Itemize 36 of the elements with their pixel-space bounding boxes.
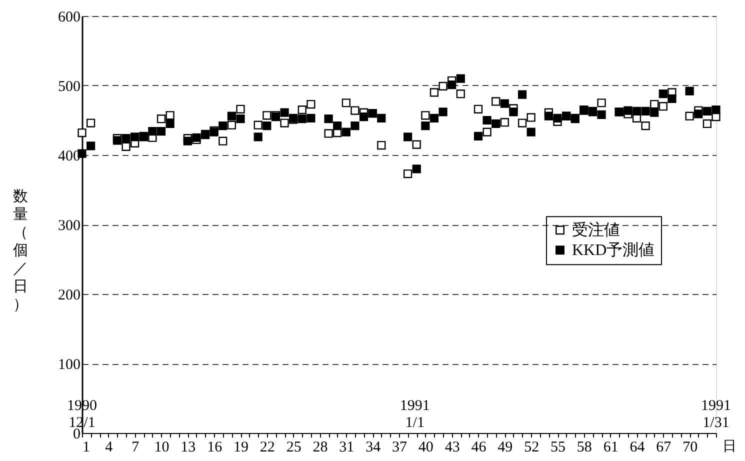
x-tick-label: 52 [524, 440, 540, 456]
x-tick-label: 25 [286, 440, 302, 456]
x-tick-label: 16 [207, 440, 223, 456]
x-tick-label: 22 [260, 440, 275, 456]
x-tick-label: 28 [312, 440, 328, 456]
y-tick-label: 500 [58, 79, 80, 95]
x-tick-label: 43 [444, 440, 460, 456]
x-tick-label: 4 [105, 440, 114, 456]
x-tick-label: 67 [656, 440, 672, 456]
y-tick-label: 0 [73, 426, 80, 442]
x-tick-label: 31 [339, 440, 354, 456]
annotation: 1991 1/31 [701, 398, 731, 431]
legend-label: KKD予測値 [572, 241, 655, 260]
x-tick-label: 55 [550, 440, 566, 456]
x-tick-label: 34 [366, 440, 382, 456]
y-tick-label: 600 [58, 10, 80, 26]
annotation: 1991 1/1 [400, 398, 430, 431]
x-axis-title: 日 [722, 440, 736, 454]
y-tick-label: 100 [58, 357, 80, 373]
x-tick-label: 7 [132, 440, 140, 456]
x-tick-label: 10 [154, 440, 170, 456]
x-tick-label: 40 [418, 440, 434, 456]
legend-label: 受注値 [572, 221, 620, 240]
x-tick-label: 19 [234, 440, 248, 456]
x-tick-label: 70 [682, 440, 698, 456]
y-axis-title: 数量（個／日） [13, 189, 28, 314]
x-tick-label: 1 [82, 440, 90, 456]
x-tick-label: 37 [392, 440, 408, 456]
y-tick-label: 300 [58, 218, 80, 234]
x-tick-label: 46 [471, 440, 487, 456]
x-tick-label: 61 [603, 440, 618, 456]
x-tick-label: 13 [180, 440, 196, 456]
x-tick-label: 64 [630, 440, 646, 456]
y-tick-label: 200 [58, 288, 80, 304]
x-tick-label: 49 [498, 440, 513, 456]
x-tick-label: 58 [576, 440, 592, 456]
